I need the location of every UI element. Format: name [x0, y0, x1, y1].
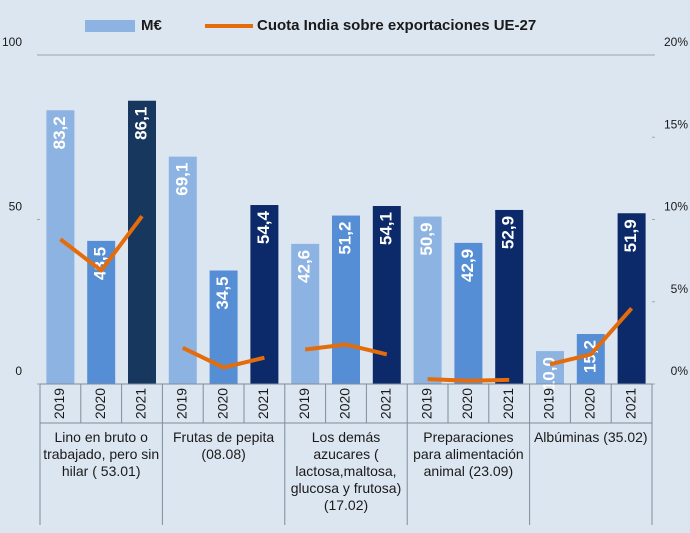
x-tick-label: 2020 — [214, 388, 230, 419]
legend-label: Cuota India sobre exportaciones UE-27 — [257, 17, 536, 34]
bar — [250, 205, 279, 384]
y2-tick-label: 0% — [671, 364, 689, 378]
bar — [536, 351, 564, 384]
share-line — [181, 346, 265, 370]
bar — [454, 242, 483, 384]
share-line — [304, 342, 388, 357]
x-tick-label: 2019 — [296, 388, 312, 419]
bar — [291, 243, 320, 384]
group-label: Frutas de pepita (08.08) — [173, 429, 275, 462]
bar-value-label: 51,9 — [621, 219, 640, 252]
x-tick-label: 2019 — [51, 388, 67, 419]
y2-tick-label: 10% — [664, 200, 688, 214]
x-tick-label: 2020 — [337, 388, 353, 419]
legend-label: M€ — [141, 17, 162, 34]
bar-value-label: 34,5 — [213, 276, 232, 309]
bar-value-label: 50,9 — [417, 223, 436, 256]
x-tick-label: 2020 — [582, 388, 598, 419]
y2-tick-label: 5% — [671, 282, 689, 296]
bar — [332, 215, 360, 384]
x-tick-label: 2021 — [622, 388, 638, 419]
bar — [413, 216, 442, 384]
bar — [617, 213, 646, 384]
x-tick-label: 2019 — [174, 388, 190, 419]
bar-value-label: 51,2 — [335, 222, 354, 255]
legend-swatch — [85, 20, 135, 32]
group-label: Lino en bruto o trabajado, pero sin hila… — [43, 429, 160, 479]
bar — [495, 209, 524, 384]
x-tick-label: 2020 — [92, 388, 108, 419]
bar-value-label: 54,1 — [376, 212, 395, 245]
y-tick-label: 0 — [15, 364, 22, 378]
share-line — [59, 215, 144, 273]
bar-value-label: 83,2 — [50, 116, 69, 149]
x-tick-label: 2019 — [541, 388, 557, 419]
x-tick-label: 2021 — [255, 388, 271, 419]
y-tick-label: 100 — [2, 35, 22, 49]
share-line — [427, 377, 510, 383]
y2-tick-label: 15% — [664, 117, 688, 131]
bar-value-label: 42,9 — [458, 249, 477, 282]
bar-value-label: 69,1 — [172, 163, 191, 196]
group-label: Preparaciones para alimentación animal (… — [413, 429, 524, 479]
bar-value-label: 52,9 — [499, 216, 518, 249]
x-tick-label: 2020 — [459, 388, 475, 419]
share-line — [549, 307, 634, 367]
x-tick-label: 2019 — [418, 388, 434, 419]
bar-value-label: 54,4 — [254, 210, 273, 244]
y2-tick-label: 20% — [664, 35, 688, 49]
group-label: Albúminas (35.02) — [533, 429, 648, 445]
bar-value-label: 86,1 — [131, 107, 150, 140]
x-tick-label: 2021 — [378, 388, 394, 419]
bar-value-label: 43,5 — [91, 247, 110, 280]
bar — [168, 156, 197, 384]
bar — [128, 100, 156, 384]
x-tick-label: 2021 — [500, 388, 516, 419]
x-tick-label: 2021 — [133, 388, 149, 419]
y-tick-label: 50 — [9, 200, 23, 214]
bar-value-label: 42,6 — [295, 250, 314, 283]
group-label: Los demás azucares ( lactosa,maltosa, gl… — [290, 429, 402, 513]
